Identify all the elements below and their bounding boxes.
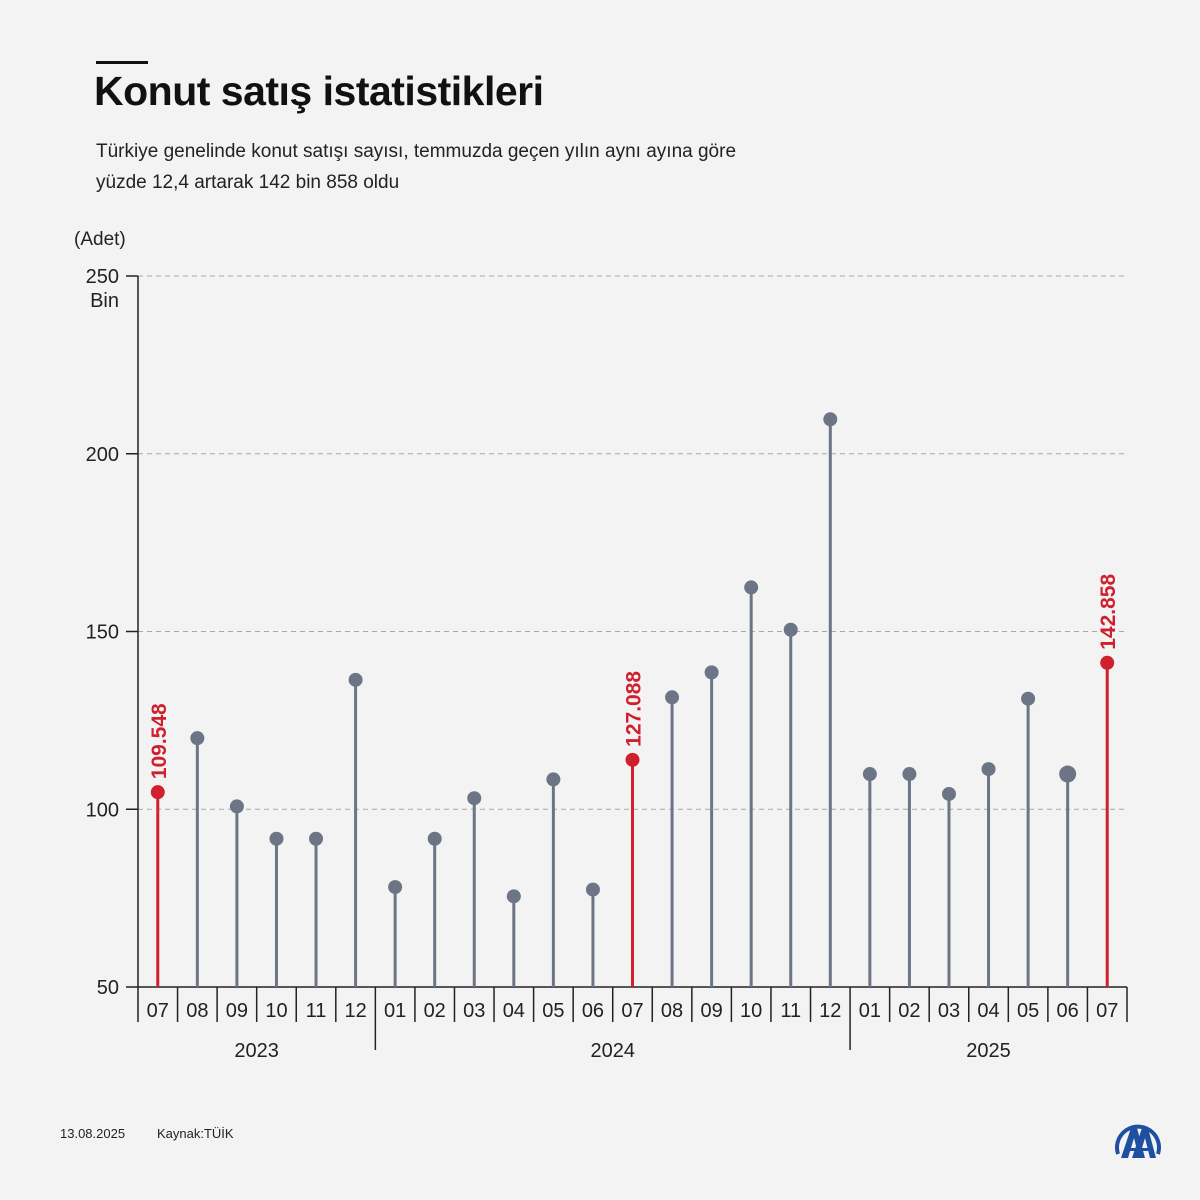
subtitle-line-1: Türkiye genelinde konut satışı sayısı, t…: [96, 141, 737, 162]
data-point: [348, 672, 363, 687]
data-point: [862, 767, 877, 782]
y-tick-label-250: 250: [86, 266, 119, 288]
y-tick-label-100: 100: [86, 799, 119, 821]
page-title: Konut satış istatistikleri: [94, 68, 544, 114]
footer-date: 13.08.2025: [60, 1126, 126, 1141]
x-tick-label: 05: [542, 1000, 564, 1022]
x-tick-label: 05: [1017, 1000, 1039, 1022]
data-label: 142.858: [1097, 574, 1120, 650]
x-tick-label: 02: [898, 1000, 920, 1022]
data-point: [546, 772, 561, 787]
data-point: [388, 880, 403, 895]
data-point: [744, 580, 759, 595]
data-point: [585, 882, 600, 897]
x-tick-label: 02: [424, 1000, 446, 1022]
data-point: [783, 622, 798, 637]
subtitle: Türkiye genelinde konut satışı sayısı, t…: [96, 136, 856, 198]
highlight-point: [150, 785, 165, 800]
data-point: [902, 767, 917, 782]
x-tick-label: 09: [700, 1000, 722, 1022]
data-point: [467, 791, 482, 806]
data-point: [309, 831, 324, 846]
data-point: [229, 799, 244, 814]
year-label-2025: 2025: [966, 1040, 1011, 1062]
x-tick-label: 12: [819, 1000, 841, 1022]
x-tick-label: 08: [661, 1000, 683, 1022]
year-label-2023: 2023: [234, 1040, 279, 1062]
x-tick-label: 12: [344, 1000, 366, 1022]
x-tick-label: 07: [1096, 1000, 1118, 1022]
y-tick-suffix: Bin: [90, 290, 119, 312]
year-label-2024: 2024: [590, 1040, 635, 1062]
aa-logo-icon: [1115, 1124, 1161, 1158]
data-point: [1021, 691, 1036, 706]
y-tick-label-200: 200: [86, 444, 119, 466]
x-tick-label: 10: [265, 1000, 287, 1022]
subtitle-line-2: yüzde 12,4 artarak 142 bin 858 oldu: [96, 172, 400, 193]
x-tick-label: 08: [186, 1000, 208, 1022]
data-point: [1059, 765, 1077, 783]
footer-source: Kaynak:TÜİK: [157, 1126, 234, 1141]
x-tick-label: 11: [780, 1000, 801, 1022]
data-point: [190, 731, 205, 746]
data-point: [941, 786, 956, 801]
x-tick-label: 04: [503, 1000, 525, 1022]
x-tick-label: 04: [977, 1000, 999, 1022]
data-label: 127.088: [623, 671, 646, 747]
x-tick-label: 06: [1057, 1000, 1079, 1022]
data-point: [704, 665, 719, 680]
data-point: [269, 831, 284, 846]
title-accent-bar: [96, 61, 148, 64]
x-tick-label: 06: [582, 1000, 604, 1022]
x-tick-label: 09: [226, 1000, 248, 1022]
y-axis-unit-label: (Adet): [74, 229, 126, 250]
x-tick-label: 11: [306, 1000, 327, 1022]
x-tick-label: 10: [740, 1000, 762, 1022]
data-point: [506, 889, 521, 904]
y-tick-label-150: 150: [86, 622, 119, 644]
data-point: [427, 831, 442, 846]
x-tick-label: 03: [938, 1000, 960, 1022]
x-tick-label: 07: [147, 1000, 169, 1022]
data-point: [823, 412, 838, 427]
x-tick-label: 07: [621, 1000, 643, 1022]
highlight-point: [625, 752, 640, 767]
y-tick-label-50: 50: [97, 977, 119, 999]
x-tick-label: 01: [384, 1000, 406, 1022]
highlight-point: [1100, 655, 1115, 670]
data-point: [665, 690, 680, 705]
data-label: 109.548: [148, 703, 171, 779]
x-tick-label: 01: [859, 1000, 881, 1022]
x-tick-label: 03: [463, 1000, 485, 1022]
data-point: [981, 762, 996, 777]
